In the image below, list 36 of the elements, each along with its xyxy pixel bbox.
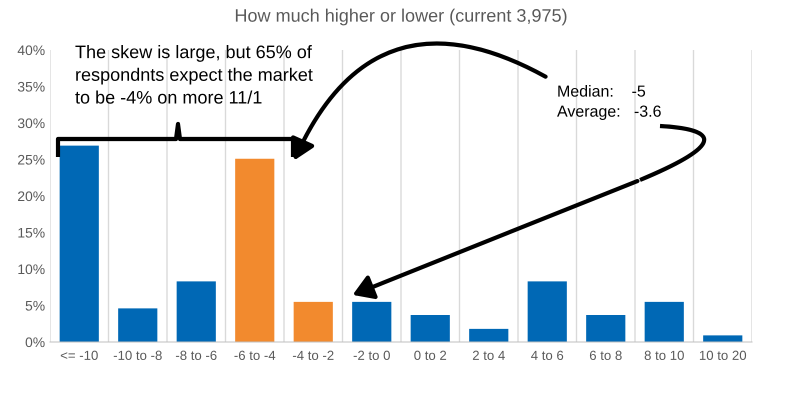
x-tick-label: 6 to 8 <box>590 350 622 360</box>
bar <box>586 314 626 342</box>
bar <box>703 335 742 342</box>
x-tick-label: -10 to -8 <box>114 350 162 360</box>
x-tick-label: -4 to -2 <box>292 350 334 360</box>
annotation: The skew is large, but 65% of respondnts expect the market to be -4% on more 11/1 <box>75 45 313 104</box>
x-tick-label: -6 to -4 <box>234 350 276 360</box>
bar <box>644 302 684 342</box>
chart-title: How much higher or lower (current 3,975) <box>236 8 566 26</box>
y-tick-label: 10% <box>18 264 45 274</box>
x-tick-label: 4 to 6 <box>531 350 564 360</box>
y-tick-label: 0% <box>26 337 45 348</box>
bar <box>528 281 567 342</box>
bar <box>235 158 274 342</box>
y-tick-label: 15% <box>18 228 45 238</box>
x-tick-label: 8 to 10 <box>644 350 684 360</box>
x-tick-label: -2 to 0 <box>354 350 390 360</box>
y-tick-label: 25% <box>18 154 45 165</box>
x-tick-label: 2 to 4 <box>472 350 505 360</box>
x-tick-label: -8 to -6 <box>176 350 217 360</box>
x-tick-label: 10 to 20 <box>700 350 746 360</box>
y-tick-label: 30% <box>18 118 45 128</box>
y-tick-label: 5% <box>26 300 45 311</box>
y-tick-label: 40% <box>18 45 45 56</box>
y-tick-label: 35% <box>18 82 45 92</box>
bar <box>60 146 99 342</box>
bar <box>469 328 508 342</box>
x-tick-label: <= -10 <box>60 350 98 360</box>
bar <box>352 302 392 342</box>
annotation: Median: -5 Average: -3.6 <box>557 85 661 120</box>
x-tick-label: 0 to 2 <box>414 350 446 360</box>
bar <box>176 281 216 342</box>
bar <box>118 308 158 342</box>
bar <box>294 302 333 342</box>
y-tick-label: 20% <box>18 191 45 202</box>
bar <box>410 314 450 342</box>
